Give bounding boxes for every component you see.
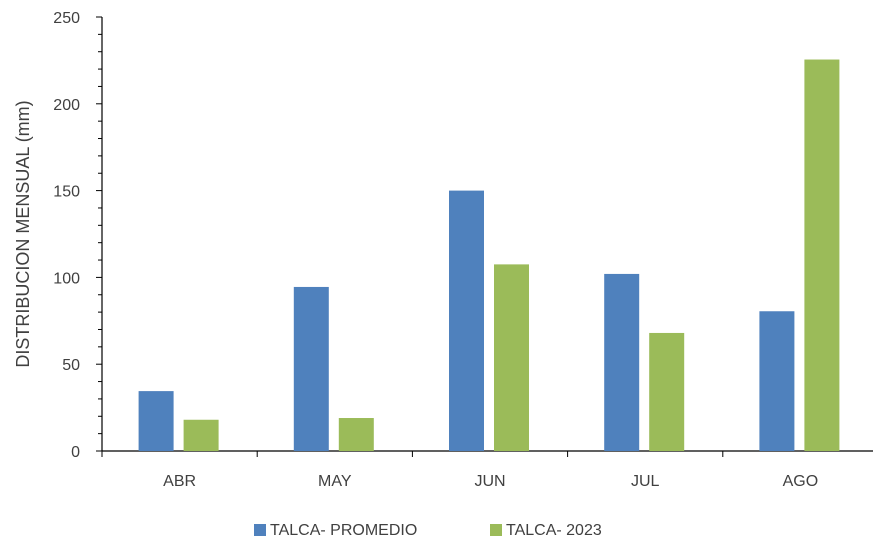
x-tick-label: JUN (474, 473, 505, 490)
bar-abr-series-2 (183, 419, 219, 451)
y-tick-label: 0 (71, 444, 80, 461)
bar-jun-series-1 (449, 190, 484, 451)
bar-may-series-1 (293, 286, 329, 451)
y-tick-label: 250 (53, 10, 80, 27)
bar-ago-series-1 (759, 311, 795, 451)
y-tick-label: 100 (53, 270, 80, 287)
bar-may-series-2 (338, 418, 374, 451)
bar-abr-series-1 (138, 391, 174, 451)
legend-label-1: TALCA- PROMEDIO (270, 522, 417, 539)
bar-ago-series-2 (804, 59, 840, 451)
legend-label-2: TALCA- 2023 (506, 522, 602, 539)
bar-jun-series-2 (494, 264, 529, 451)
y-tick-label: 50 (62, 357, 80, 374)
x-axis: ABR MAY JUN JUL AGO (101, 450, 873, 490)
legend-swatch-1 (254, 524, 266, 536)
y-tick-label: 150 (53, 184, 80, 201)
legend: TALCA- PROMEDIO TALCA- 2023 (254, 522, 602, 539)
bar-jul-series-2 (649, 332, 685, 451)
x-tick-label: JUL (631, 473, 660, 490)
y-tick-label: 200 (53, 97, 80, 114)
y-axis: 0 50 100 150 200 250 (53, 10, 103, 461)
x-tick-label: MAY (318, 473, 352, 490)
x-tick-label: AGO (783, 473, 819, 490)
y-axis-title: DISTRIBUCION MENSUAL (mm) (13, 100, 33, 367)
bars (138, 59, 840, 451)
legend-swatch-2 (490, 524, 502, 536)
bar-jul-series-1 (604, 273, 640, 451)
x-tick-label: ABR (163, 473, 196, 490)
